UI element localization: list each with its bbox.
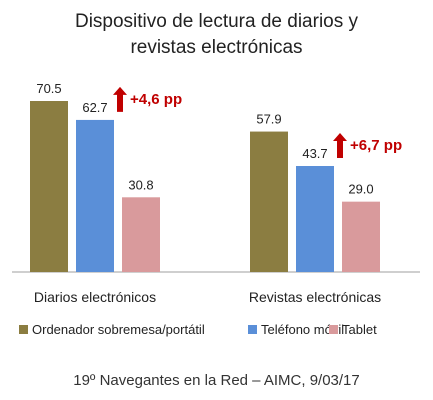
bar-revistas-electronicas-tablet <box>342 201 380 272</box>
data-label-diarios-electronicos-telefono-movil: 62.7 <box>82 100 107 115</box>
bar-revistas-electronicas-telefono-movil <box>296 166 334 272</box>
data-label-revistas-electronicas-ordenador-sobremesa-portatil: 57.9 <box>256 112 281 127</box>
up-arrow-icon <box>113 86 127 112</box>
chart-title-line-1: Dispositivo de lectura de diarios y <box>74 11 359 32</box>
legend-swatch-ordenador-sobremesa-portatil <box>19 325 28 334</box>
annotation-revistas-electronicas: +6,7 pp <box>350 137 402 154</box>
bar-diarios-electronicos-ordenador-sobremesa-portatil <box>30 101 68 272</box>
legend-label-tablet: Tablet <box>342 322 377 337</box>
annotation-diarios-electronicos: +4,6 pp <box>130 91 182 108</box>
legend-label-ordenador-sobremesa-portatil: Ordenador sobremesa/portátil <box>32 322 205 337</box>
legend-swatch-tablet <box>329 325 338 334</box>
source-note: 19º Navegantes en la Red – AIMC, 9/03/17 <box>73 372 360 389</box>
data-label-diarios-electronicos-ordenador-sobremesa-portatil: 70.5 <box>36 81 61 96</box>
category-label-revistas-electronicas: Revistas electrónicas <box>249 289 381 305</box>
up-arrow-icon <box>333 133 347 159</box>
legend-swatch-telefono-movil <box>248 325 257 334</box>
legend-label-telefono-movil: Teléfono móvil <box>261 322 344 337</box>
bar-diarios-electronicos-tablet <box>122 197 160 272</box>
bar-diarios-electronicos-telefono-movil <box>76 119 114 272</box>
data-label-revistas-electronicas-telefono-movil: 43.7 <box>302 146 327 161</box>
data-label-revistas-electronicas-tablet: 29.0 <box>348 182 373 197</box>
data-label-diarios-electronicos-tablet: 30.8 <box>128 177 153 192</box>
category-label-diarios-electronicos: Diarios electrónicos <box>34 289 156 305</box>
chart-title-line-2: revistas electrónicas <box>130 37 303 58</box>
bar-revistas-electronicas-ordenador-sobremesa-portatil <box>250 131 288 272</box>
